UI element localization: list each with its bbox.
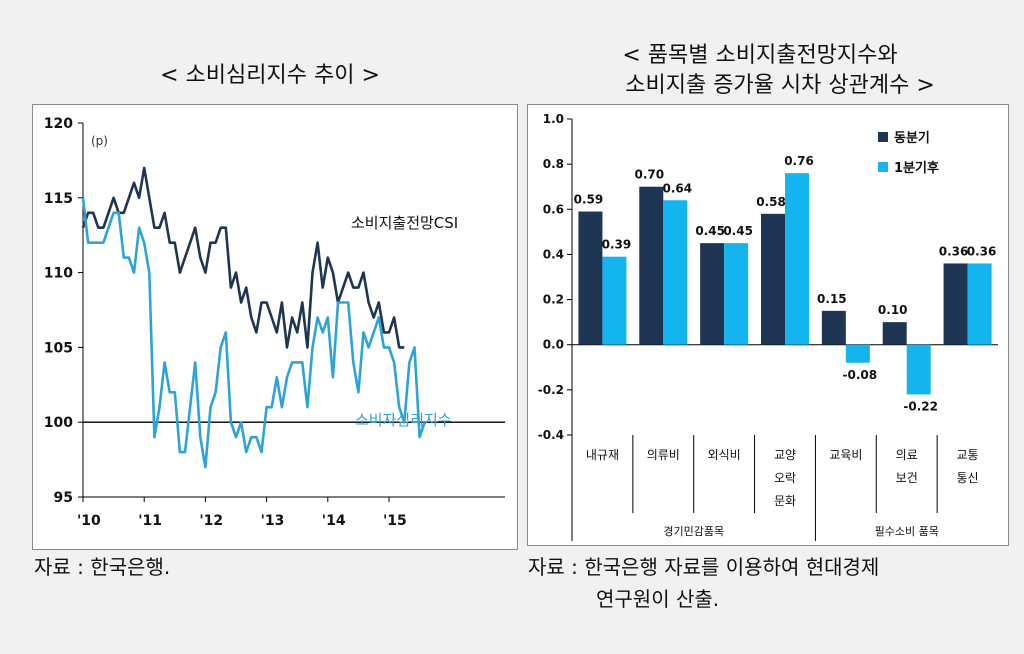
x-tick-label: '13 [261,513,285,529]
bar-same-quarter [578,211,603,345]
data-label-same-quarter: 0.15 [817,292,847,306]
legend-swatch [878,132,888,142]
data-label-same-quarter: 0.58 [756,195,786,209]
x-tick-label: '12 [199,513,223,529]
bar-one-quarter-later [724,243,749,345]
left-chart-panel: 120 115 110 105 100 95 (p) '10 '11 '12 '13 '14 '15 소비… [32,104,518,550]
legend-swatch [878,162,888,172]
right-chart-title-line1: < 품목별 소비지출전망지수와 [622,43,898,68]
y-tick-label: 0.8 [543,157,564,171]
category-label: 문화 [774,494,796,508]
x-tick-label: '15 [383,513,407,529]
data-label-one-quarter-later: -0.22 [903,399,938,413]
bar-one-quarter-later [663,200,688,345]
category-label: 내규재 [586,448,619,462]
bar-same-quarter [700,243,725,345]
category-label: 의류비 [647,448,680,462]
y-tick-label: -0.4 [538,428,564,442]
y-tick-label: 0.0 [543,338,564,352]
series-line-consumer-sentiment [81,197,426,469]
x-tick-label: '11 [138,513,162,529]
right-chart-panel: 1.0 0.8 0.6 0.4 0.2 0.0 -0.2 -0.4 0.59 0.70 0.45 0.… [527,104,1009,546]
bar-one-quarter-later [845,344,870,363]
y-tick-label: 0.2 [543,293,564,307]
data-label-one-quarter-later: 0.64 [662,181,692,195]
bar-same-quarter [761,213,785,345]
category-label: 의료 [896,448,918,462]
y-tick-label: 120 [44,116,73,132]
data-label-one-quarter-later: -0.08 [843,368,878,382]
right-bar-chart: 1.00.80.60.40.20.0-0.2-0.40.590.700.450.… [538,112,998,541]
data-label-same-quarter: 0.70 [634,168,664,182]
right-chart-title-line2: 소비지출 증가율 시차 상관계수 > [625,73,935,98]
category-label: 교양 [774,448,796,462]
right-source-note-line2: 연구원이 산출. [596,587,720,611]
category-label: 통신 [957,471,979,485]
y-unit-label: (p) [91,134,108,148]
x-tick-label: '14 [322,513,346,529]
bar-one-quarter-later [967,263,992,345]
x-tick-label: '10 [77,513,101,529]
category-label: 교통 [957,448,979,462]
y-tick-label: 1.0 [543,112,564,126]
group-label: 경기민감품목 [663,525,724,538]
category-label: 외식비 [708,448,741,462]
bar-one-quarter-later [602,256,627,345]
bar-one-quarter-later [785,173,809,345]
y-tick-label: 100 [44,415,73,431]
data-label-one-quarter-later: 0.39 [602,238,632,252]
category-label: 교육비 [829,448,862,462]
data-label-one-quarter-later: 0.36 [967,244,997,258]
bar-same-quarter [639,186,664,345]
series-line-consumption-outlook [81,166,405,349]
series-label-consumer-sentiment: 소비자심리지수 [355,411,452,429]
category-label: 보건 [896,471,918,485]
y-tick-label: 115 [44,191,73,207]
y-tick-label: -0.2 [538,383,564,397]
legend-label: 1분기후 [894,160,939,176]
left-source-note: 자료 : 한국은행. [34,555,171,579]
y-tick-label: 95 [54,490,73,506]
data-label-same-quarter: 0.10 [878,303,908,317]
y-tick-label: 110 [44,266,73,282]
right-source-note-line1: 자료 : 한국은행 자료를 이용하여 현대경제 [528,555,880,579]
left-chart-title: < 소비심리지수 추이 > [160,63,380,88]
y-tick-label: 0.6 [543,202,564,216]
bar-one-quarter-later [906,344,931,395]
category-label: 오락 [774,471,796,485]
left-line-chart: 120 115 110 105 100 95 (p) '10 '11 '12 '13 '14 '15 소비… [44,116,505,529]
data-label-same-quarter: 0.59 [574,193,604,207]
y-tick-label: 105 [44,340,73,356]
bar-same-quarter [943,263,968,345]
data-label-one-quarter-later: 0.45 [723,224,753,238]
data-label-one-quarter-later: 0.76 [784,154,814,168]
y-tick-label: 0.4 [543,247,564,261]
series-label-consumption-outlook: 소비지출전망CSI [351,214,458,232]
group-label: 필수소비 품목 [875,525,939,538]
legend-label: 동분기 [894,131,930,146]
bar-same-quarter [821,310,846,345]
data-label-same-quarter: 0.45 [695,224,725,238]
data-label-same-quarter: 0.36 [939,244,969,258]
bar-same-quarter [882,322,907,345]
